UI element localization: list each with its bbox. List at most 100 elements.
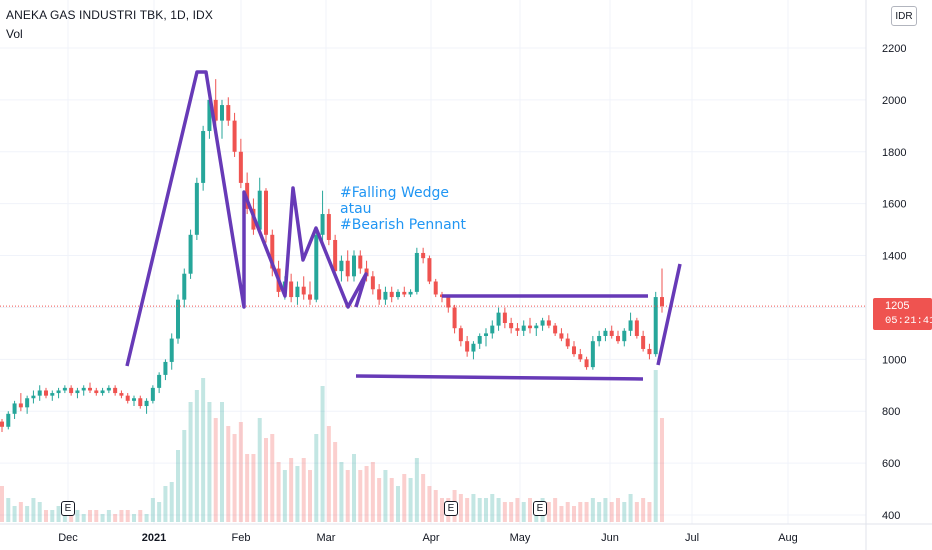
volume-bar — [364, 466, 369, 522]
volume-bar — [427, 486, 432, 522]
volume-bar — [81, 514, 86, 522]
candle-body — [584, 359, 589, 368]
zigzag-drawing[interactable] — [125, 70, 368, 367]
candle — [546, 315, 551, 329]
candle — [238, 138, 243, 189]
candle-body — [44, 390, 48, 396]
annotation-line-3: #Bearish Pennant — [340, 217, 467, 233]
candle — [521, 320, 526, 336]
candle-body — [6, 413, 11, 427]
volume-bar — [528, 498, 532, 522]
candle-body — [578, 354, 583, 360]
candle — [590, 335, 595, 370]
volume-bar — [641, 498, 646, 522]
volume-bar — [56, 506, 61, 522]
volume-bar — [0, 486, 4, 522]
candle — [226, 97, 231, 126]
earnings-event-marker[interactable]: E — [444, 501, 458, 516]
volume-bar — [433, 490, 438, 522]
volume-bar — [653, 370, 658, 522]
currency-button[interactable]: IDR — [891, 6, 917, 26]
candle-body — [509, 323, 514, 329]
candle-body — [427, 258, 432, 282]
volume-bar — [157, 502, 162, 522]
volume-bar — [125, 510, 130, 522]
candle-body — [75, 390, 80, 394]
volume-bar — [553, 498, 558, 522]
volume-bar — [232, 434, 237, 522]
volume-bar — [345, 470, 350, 522]
volume-bar — [220, 402, 224, 522]
price-tick-label: 2000 — [882, 95, 906, 107]
candle — [634, 317, 639, 339]
candle — [477, 333, 482, 349]
volume-bar — [389, 478, 394, 522]
candle — [465, 335, 470, 357]
time-axis: Dec 2021 Feb Mar Apr May Jun Jul Aug — [58, 532, 798, 544]
candle — [188, 229, 193, 279]
candle-body — [358, 255, 363, 269]
candle-body — [628, 320, 633, 331]
price-tick-label: 1400 — [882, 251, 906, 263]
trendline-drawings[interactable] — [125, 70, 682, 381]
time-tick-label: Aug — [778, 532, 798, 544]
candle — [138, 395, 143, 409]
pattern-annotation[interactable]: #Falling Wedge atau #Bearish Pennant — [340, 185, 466, 233]
volume-bar — [490, 494, 495, 522]
volume-bar — [559, 506, 564, 522]
price-tick-label: 1600 — [882, 199, 906, 211]
candle — [502, 307, 507, 329]
candle — [433, 278, 438, 298]
candle-body — [477, 335, 482, 344]
candle — [597, 330, 602, 347]
candle — [18, 393, 23, 412]
candle-body — [100, 390, 105, 394]
candle — [339, 255, 344, 282]
candle-body — [176, 299, 180, 339]
candle — [132, 395, 136, 407]
breakout-drawing[interactable] — [656, 263, 682, 366]
volume-bar — [496, 498, 501, 522]
candle — [471, 341, 476, 360]
volume-indicator-label[interactable]: Vol — [6, 27, 23, 41]
volume-bar — [609, 502, 614, 522]
volume-bar — [358, 470, 363, 522]
volume-bar — [597, 502, 602, 522]
candle-body — [452, 307, 457, 329]
volume-bar — [370, 462, 375, 522]
candle — [301, 276, 306, 300]
support-line[interactable] — [355, 374, 644, 381]
candle — [622, 328, 627, 347]
volume-bar — [546, 502, 551, 522]
candle-body — [106, 387, 111, 391]
volume-bar — [308, 470, 312, 522]
volume-bar — [616, 498, 620, 522]
candle-body — [270, 234, 275, 269]
earnings-event-marker[interactable]: E — [61, 501, 75, 516]
volume-bar — [383, 470, 388, 522]
volume-bar — [169, 482, 174, 522]
volume-bar — [565, 502, 570, 522]
candle — [157, 372, 162, 394]
candle-body — [113, 387, 118, 394]
candle — [295, 281, 300, 305]
volume-bar — [194, 390, 199, 522]
volume-bar — [201, 378, 206, 522]
volume-bar — [62, 510, 67, 522]
candle-body — [295, 286, 300, 298]
candle — [408, 289, 413, 298]
candle-body — [169, 338, 174, 362]
last-price-tag: 1205 05:21:41 — [873, 298, 932, 330]
price-axis: 2200200018001600140012001000800600400 — [882, 43, 906, 522]
earnings-event-marker[interactable]: E — [533, 501, 547, 516]
candle-body — [320, 214, 325, 235]
candle-body — [188, 234, 193, 274]
candle — [628, 312, 633, 336]
candle-body — [490, 325, 495, 334]
candle-body — [345, 260, 350, 277]
volume-bar — [521, 502, 526, 522]
volume-bar — [408, 478, 413, 522]
volume-bar — [502, 502, 507, 522]
candle-body — [622, 330, 627, 342]
